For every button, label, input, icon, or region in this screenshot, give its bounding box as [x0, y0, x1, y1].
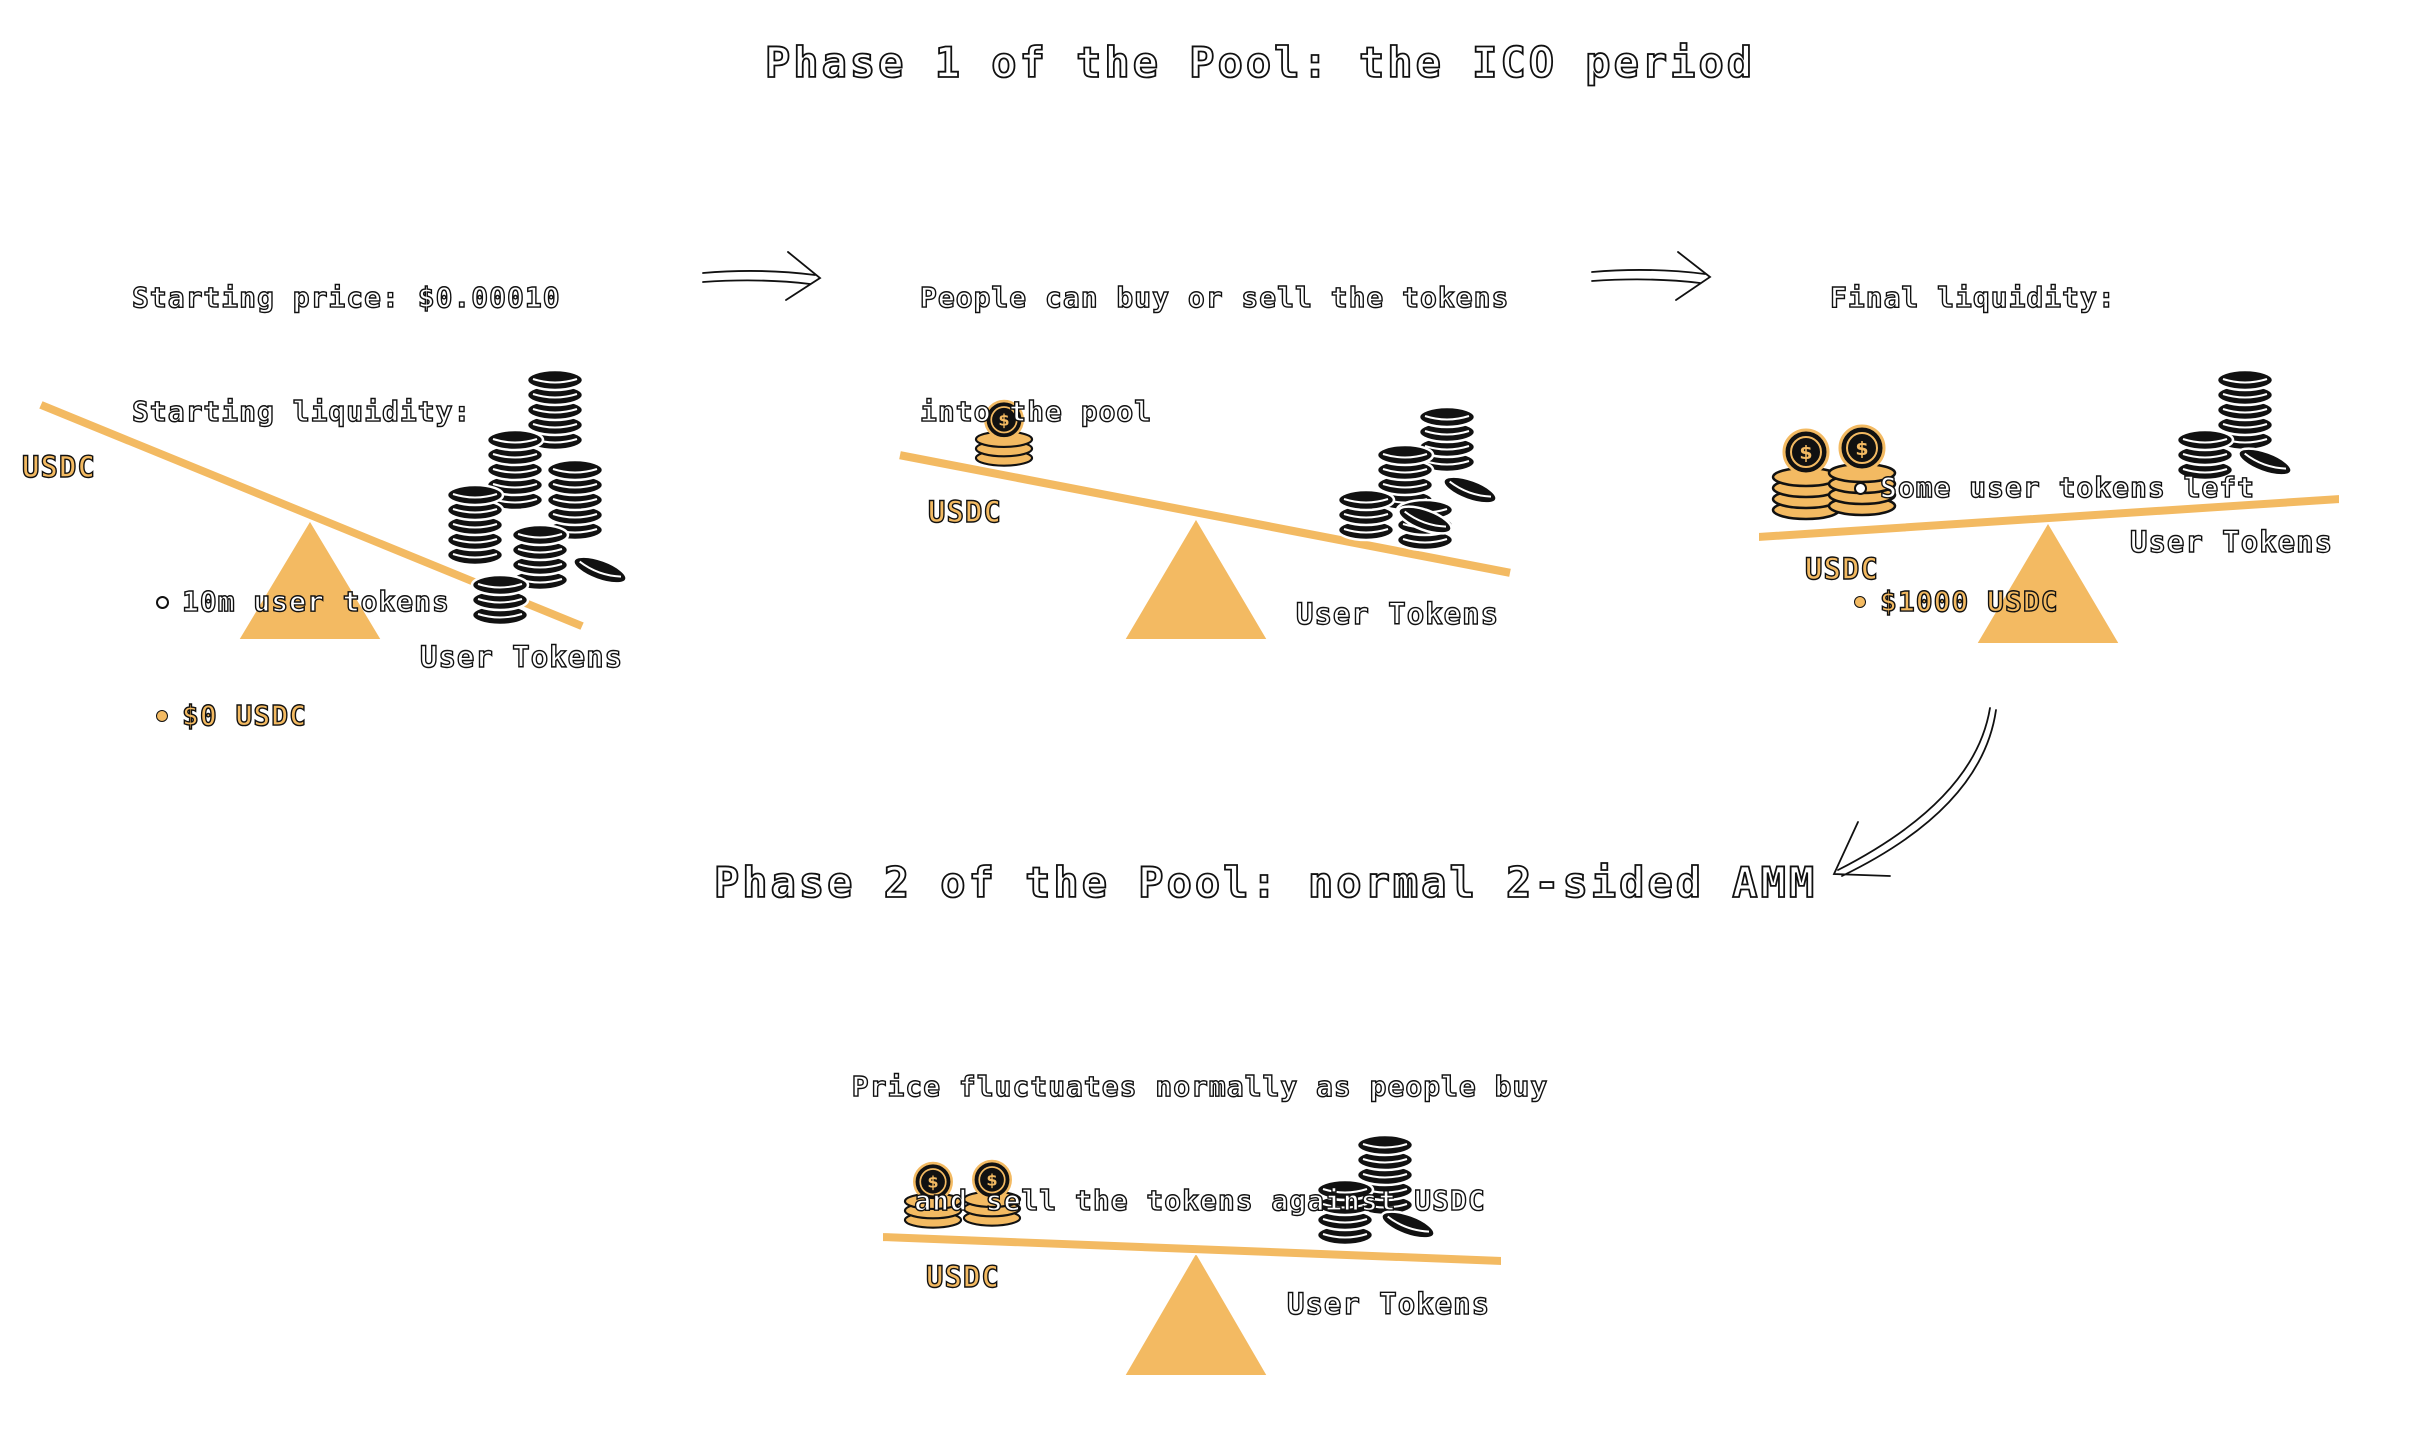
user-tokens-label: User Tokens [1295, 596, 1500, 631]
seesaw-fulcrum [1122, 1250, 1270, 1377]
list-item: $1000 USDC [1852, 583, 2255, 621]
seesaw-step2 [896, 401, 1514, 641]
usdc-label: USDC [1804, 551, 1879, 586]
seesaw-fulcrum [236, 518, 384, 641]
seesaw-fulcrum [1122, 516, 1270, 641]
step1-bullets: 10m user tokens $0 USDC [132, 507, 561, 811]
usdc-label: USDC [927, 494, 1002, 529]
seesaw-beam [896, 448, 1514, 580]
seesaw-phase2 [881, 1135, 1503, 1377]
list-item: Some user tokens left [1852, 469, 2255, 507]
curved-arrow-down-icon [1832, 707, 1997, 877]
step2-description: People can buy or sell the tokens into t… [919, 203, 1510, 469]
step3-description: Final liquidity: Some user tokens left $… [1829, 203, 2255, 735]
step2-line1: People can buy or sell the tokens [919, 280, 1510, 314]
usdc-label: USDC [925, 1259, 1000, 1294]
seesaw-beam [36, 398, 587, 633]
user-tokens-label: User Tokens [1286, 1286, 1491, 1321]
phase2-title: Phase 2 of the Pool: normal 2-sided AMM [713, 857, 1818, 908]
step3-bullets: Some user tokens left $1000 USDC [1830, 393, 2255, 697]
arrow-right-icon [702, 251, 822, 301]
phase2-line2: and sell the tokens against USDC [914, 1183, 1486, 1217]
seesaw-step1 [36, 370, 631, 641]
usdc-label: USDC [21, 449, 96, 484]
step1-description: Starting price: $0.00010 Starting liquid… [131, 203, 561, 849]
starting-price: Starting price: $0.00010 [131, 280, 561, 314]
user-tokens-label: User Tokens [419, 639, 624, 674]
seesaw-step3 [1757, 370, 2341, 645]
user-tokens-label: User Tokens [2129, 524, 2334, 559]
seesaw-beam [881, 1230, 1503, 1268]
seesaw-beam [1757, 492, 2341, 544]
phase1-title: Phase 1 of the Pool: the ICO period [764, 37, 1756, 88]
final-liquidity-label: Final liquidity: [1829, 280, 2116, 314]
list-item: $0 USDC [154, 697, 561, 735]
step2-line2: into the pool [919, 394, 1153, 428]
arrow-right-icon [1591, 251, 1712, 301]
phase2-line1: Price fluctuates normally as people buy [851, 1069, 1549, 1103]
list-item: 10m user tokens [154, 583, 561, 621]
starting-liquidity-label: Starting liquidity: [131, 394, 472, 428]
seesaw-fulcrum [1974, 520, 2122, 645]
phase2-description: Price fluctuates normally as people buy … [840, 992, 1560, 1258]
